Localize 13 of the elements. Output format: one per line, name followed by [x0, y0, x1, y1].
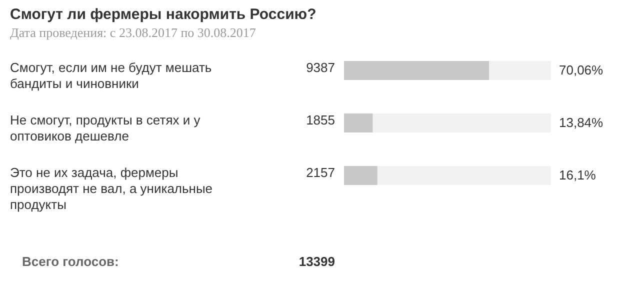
text: 16,1%	[559, 168, 596, 182]
text: 13,84%	[559, 115, 604, 130]
text: 70,06%	[559, 62, 604, 78]
text: 13399	[298, 254, 335, 269]
data-label: 1855	[306, 112, 335, 128]
text: Всего голосов:	[22, 254, 119, 269]
text: Дата проведения: с 23.08.2017 по 30.08.2017	[10, 25, 256, 40]
y-tick-label: Смогут, если им не будут мешать бандиты и чиновники	[10, 60, 212, 91]
data-label: 2157	[306, 164, 335, 180]
y-tick-label: Не смогут, продукты в сетях и у оптовиков дешевле	[10, 112, 201, 144]
text: Смогут ли фермеры накормить Россию?	[10, 6, 316, 23]
y-tick-label: Это не их задача, фермеры производят не вал, а уникальные продукты	[10, 164, 213, 212]
data-label: 9387	[306, 60, 335, 75]
